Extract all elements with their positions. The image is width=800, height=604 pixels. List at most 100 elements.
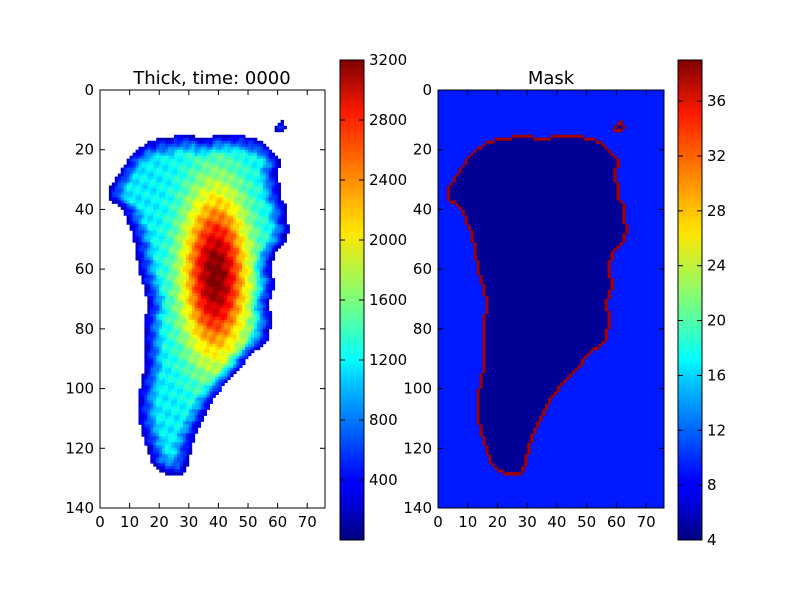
thickness-cell xyxy=(224,278,227,281)
thickness-cell xyxy=(150,257,153,260)
mask-interior-cell xyxy=(468,159,471,162)
thickness-cell xyxy=(156,296,159,299)
mask-interior-cell xyxy=(596,156,599,159)
thickness-cell xyxy=(233,347,236,350)
mask-interior-cell xyxy=(584,159,587,162)
thickness-cell xyxy=(144,278,147,281)
thickness-cell xyxy=(245,344,248,347)
thickness-cell xyxy=(269,287,272,290)
thickness-cell xyxy=(207,174,210,177)
thickness-cell xyxy=(147,430,150,433)
thickness-cell xyxy=(245,141,248,144)
thickness-cell xyxy=(239,236,242,239)
mask-interior-cell xyxy=(542,150,545,153)
thickness-cell xyxy=(147,189,150,192)
thickness-cell xyxy=(162,215,165,218)
thickness-cell xyxy=(210,257,213,260)
thickness-cell xyxy=(207,389,210,392)
thickness-cell xyxy=(183,398,186,401)
thickness-cell xyxy=(218,236,221,239)
x-tick-label: 50 xyxy=(238,513,257,531)
thickness-cell xyxy=(207,347,210,350)
thickness-cell xyxy=(130,171,133,174)
thickness-cell xyxy=(147,442,150,445)
thickness-cell xyxy=(186,439,189,442)
thickness-cell xyxy=(210,392,213,395)
thickness-cell xyxy=(141,254,144,257)
thickness-cell xyxy=(275,242,278,245)
mask-margin-cell xyxy=(530,135,533,138)
mask-interior-cell xyxy=(578,150,581,153)
mask-interior-cell xyxy=(495,156,498,159)
thickness-cell xyxy=(221,266,224,269)
thickness-cell xyxy=(141,430,144,433)
thickness-cell xyxy=(180,374,183,377)
thickness-cell xyxy=(248,236,251,239)
thickness-cell xyxy=(207,162,210,165)
thickness-cell xyxy=(242,254,245,257)
thickness-cell xyxy=(186,329,189,332)
thickness-cell xyxy=(248,308,251,311)
thickness-cell xyxy=(230,215,233,218)
thickness-cell xyxy=(221,296,224,299)
thickness-cell xyxy=(257,168,260,171)
thickness-cell xyxy=(177,329,180,332)
thickness-cell xyxy=(248,227,251,230)
thickness-cell xyxy=(272,287,275,290)
thickness-cell xyxy=(251,230,254,233)
thickness-cell xyxy=(177,362,180,365)
thickness-cell xyxy=(221,326,224,329)
mask-interior-cell xyxy=(575,147,578,150)
thickness-cell xyxy=(227,317,230,320)
thickness-cell xyxy=(144,269,147,272)
thickness-cell xyxy=(242,135,245,138)
mask-interior-cell xyxy=(521,168,524,171)
thickness-cell xyxy=(144,427,147,430)
mask-interior-cell xyxy=(593,165,596,168)
thickness-cell xyxy=(224,365,227,368)
thickness-cell xyxy=(147,281,150,284)
thickness-cell xyxy=(171,374,174,377)
thickness-cell xyxy=(239,230,242,233)
thickness-cell xyxy=(189,159,192,162)
thickness-cell xyxy=(201,245,204,248)
thickness-cell xyxy=(171,421,174,424)
thickness-cell xyxy=(147,293,150,296)
thickness-cell xyxy=(278,221,281,224)
thickness-cell xyxy=(174,359,177,362)
thickness-cell xyxy=(174,374,177,377)
thickness-cell xyxy=(236,195,239,198)
thickness-cell xyxy=(230,227,233,230)
thickness-cell xyxy=(168,186,171,189)
thickness-cell xyxy=(177,418,180,421)
thickness-cell xyxy=(266,287,269,290)
thickness-cell xyxy=(189,162,192,165)
thickness-cell xyxy=(147,260,150,263)
mask-interior-cell xyxy=(468,168,471,171)
mask-interior-cell xyxy=(480,168,483,171)
thickness-cell xyxy=(221,147,224,150)
thickness-cell xyxy=(168,404,171,407)
thickness-cell xyxy=(227,365,230,368)
thickness-cell xyxy=(207,308,210,311)
thickness-cell xyxy=(153,401,156,404)
thickness-cell xyxy=(278,192,281,195)
thickness-cell xyxy=(201,215,204,218)
mask-margin-cell xyxy=(500,138,503,141)
thickness-cell xyxy=(141,180,144,183)
thickness-cell xyxy=(221,186,224,189)
thickness-cell xyxy=(180,186,183,189)
thickness-cell xyxy=(183,392,186,395)
mask-interior-cell xyxy=(584,150,587,153)
mask-margin-cell xyxy=(581,135,584,138)
thickness-cell xyxy=(147,221,150,224)
thickness-cell xyxy=(138,236,141,239)
thickness-cell xyxy=(275,224,278,227)
thickness-cell xyxy=(275,200,278,203)
thickness-cell xyxy=(233,245,236,248)
thickness-cell xyxy=(227,260,230,263)
thickness-cell xyxy=(204,344,207,347)
thickness-cell xyxy=(127,180,130,183)
mask-interior-cell xyxy=(497,159,500,162)
thickness-cell xyxy=(269,177,272,180)
